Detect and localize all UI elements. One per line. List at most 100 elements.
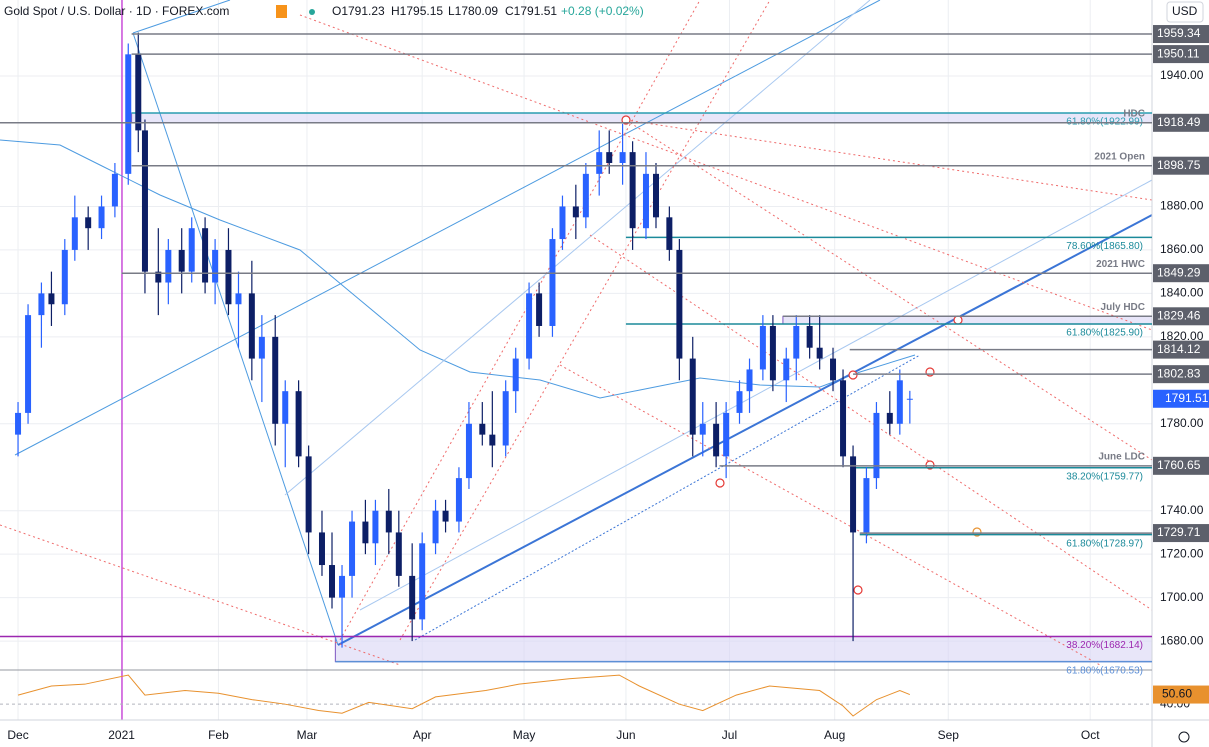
price-label-box <box>1153 264 1209 283</box>
last-price-label: 1791.51 <box>1165 391 1209 405</box>
price-label-box <box>1153 365 1209 384</box>
fan-line <box>399 0 771 641</box>
y-tick-label: 1680.00 <box>1160 633 1204 647</box>
settings-icon[interactable] <box>1178 731 1190 743</box>
ohlc-change: +0.28 (+0.02%) <box>561 4 644 18</box>
level-note: HDC <box>1123 108 1145 119</box>
candle-body <box>362 521 369 544</box>
candle-body <box>318 532 325 566</box>
y-tick-label: 1820.00 <box>1160 329 1204 343</box>
channel-line <box>359 179 1153 611</box>
candle-body <box>736 391 743 413</box>
moving-average <box>0 139 916 399</box>
candle-body <box>71 217 78 250</box>
candle-body <box>559 206 566 240</box>
candle-body <box>783 358 790 381</box>
price-label-box <box>1153 340 1209 359</box>
price-label-box <box>1153 25 1209 44</box>
y-tick-label: 1860.00 <box>1160 242 1204 256</box>
candle-body <box>830 358 837 381</box>
candle-body <box>329 565 336 598</box>
candle-body <box>840 380 847 457</box>
fib-label: 61.80%(1670.53) <box>1066 665 1143 676</box>
candle-body <box>850 456 857 533</box>
price-label: 1814.12 <box>1157 342 1201 356</box>
candle-body <box>25 315 32 413</box>
currency[interactable]: USD <box>1172 4 1198 18</box>
candle-body <box>272 336 279 424</box>
fan-line <box>559 364 1101 666</box>
candle-body <box>141 130 148 272</box>
candle-body <box>282 391 289 424</box>
pivot-markers <box>621 115 982 595</box>
price-label: 1898.75 <box>1157 158 1201 172</box>
flag-icon <box>276 5 287 18</box>
zone-band <box>131 112 1153 124</box>
fan-line <box>0 524 401 666</box>
candle-body <box>619 152 626 163</box>
candle-body <box>606 152 613 163</box>
candle-body <box>212 249 219 283</box>
last-price-box <box>1153 389 1209 408</box>
ohlc-high: H1795.15 <box>391 4 443 18</box>
fib-label: 61.80%(1825.90) <box>1066 328 1143 339</box>
candle-body <box>816 347 823 359</box>
candle-body <box>465 423 472 479</box>
drawings <box>0 0 1153 720</box>
candle-body <box>723 412 730 457</box>
candle-body <box>502 391 509 446</box>
price-label-box <box>1153 307 1209 326</box>
price-label: 1829.46 <box>1157 308 1201 322</box>
candle-body <box>596 152 603 174</box>
candle-body <box>165 249 172 283</box>
x-tick-label: Dec <box>7 728 28 742</box>
fan-line <box>625 119 1153 461</box>
header: Gold Spot / U.S. Dollar · 1D · FOREX.com… <box>4 1 1204 743</box>
candle-body <box>178 249 185 272</box>
candle-body <box>202 228 209 283</box>
candle-body <box>98 206 105 229</box>
x-tick-label: Feb <box>208 728 229 742</box>
candle-body <box>512 358 519 392</box>
candle-body <box>349 521 356 576</box>
candle-body <box>125 54 132 174</box>
candle-body <box>873 412 880 479</box>
candle-body <box>15 412 22 435</box>
candle-body <box>372 510 379 544</box>
candle-body <box>666 217 673 250</box>
rsi-label-box <box>1153 685 1209 704</box>
fib-label: 38.20%(1759.77) <box>1066 471 1143 482</box>
candle-body <box>479 423 486 435</box>
price-label-box <box>1153 45 1209 64</box>
x-tick-label: Jun <box>616 728 635 742</box>
trend-line <box>337 214 1153 646</box>
x-tick-label: Sep <box>938 728 960 742</box>
trend-line <box>414 354 921 641</box>
candle-body <box>549 239 556 326</box>
price-label: 1950.11 <box>1157 46 1200 60</box>
price-label: 1849.29 <box>1157 265 1201 279</box>
ohlc-low: L1780.09 <box>448 4 498 18</box>
candle-body <box>896 380 903 424</box>
price-label: 1918.49 <box>1157 115 1201 129</box>
channel-line <box>14 0 881 456</box>
candle-body <box>419 543 426 620</box>
candle-body <box>258 336 265 359</box>
price-label: 1729.71 <box>1157 525 1201 539</box>
y-tick-label: 1720.00 <box>1160 546 1204 560</box>
ohlc-open: O1791.23 <box>332 4 385 18</box>
price-label-box <box>1153 156 1209 175</box>
candle-body <box>248 293 255 359</box>
status-dot <box>309 9 315 15</box>
candle-body <box>188 228 195 272</box>
currency-button[interactable] <box>1166 1 1204 23</box>
level-note: July HDC <box>1101 302 1145 313</box>
price-label-box <box>1153 113 1209 132</box>
candle-body <box>235 293 242 305</box>
fib-label: 78.60%(1865.80) <box>1066 241 1143 252</box>
fan-line <box>299 14 1153 331</box>
candle-body <box>339 575 346 598</box>
x-tick-label: Aug <box>824 728 845 742</box>
candle-body <box>111 173 118 207</box>
x-tick-label: Oct <box>1081 728 1100 742</box>
